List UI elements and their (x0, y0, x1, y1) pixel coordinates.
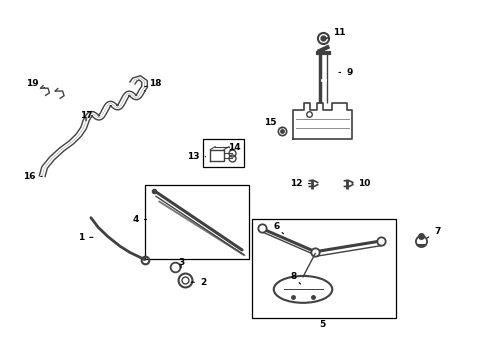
Text: 9: 9 (338, 68, 352, 77)
Bar (251, 220, 395, 318)
Text: 1: 1 (78, 233, 93, 242)
Text: 15: 15 (264, 118, 282, 128)
Text: 13: 13 (187, 152, 205, 161)
Text: 19: 19 (26, 79, 44, 88)
Text: 4: 4 (132, 215, 146, 224)
Bar (203, 139, 244, 167)
Text: 10: 10 (351, 179, 369, 188)
Text: 2: 2 (191, 278, 206, 287)
Text: 12: 12 (290, 179, 310, 188)
Text: 17: 17 (80, 111, 92, 121)
Text: 7: 7 (427, 228, 439, 238)
Text: 6: 6 (272, 222, 283, 234)
Text: 18: 18 (144, 80, 162, 89)
Bar (144, 185, 249, 259)
Text: 5: 5 (319, 320, 325, 329)
Text: 11: 11 (326, 28, 345, 39)
Text: 3: 3 (178, 258, 184, 268)
Text: 14: 14 (228, 143, 241, 152)
Text: 8: 8 (289, 272, 300, 284)
Text: 16: 16 (22, 172, 42, 181)
